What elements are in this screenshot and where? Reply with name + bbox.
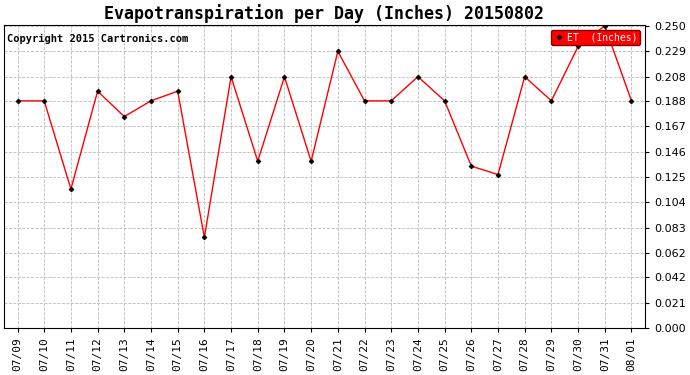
Line: ET  (Inches): ET (Inches) xyxy=(16,24,633,239)
ET  (Inches) xyxy=(120,114,128,119)
Title: Evapotranspiration per Day (Inches) 20150802: Evapotranspiration per Day (Inches) 2015… xyxy=(104,4,544,23)
ET  (Inches) xyxy=(520,74,529,79)
Legend: ET  (Inches): ET (Inches) xyxy=(551,30,640,45)
ET  (Inches) xyxy=(387,99,395,103)
ET  (Inches) xyxy=(440,99,449,103)
ET  (Inches) xyxy=(173,89,181,93)
ET  (Inches) xyxy=(600,24,609,28)
ET  (Inches) xyxy=(360,99,368,103)
ET  (Inches) xyxy=(414,74,422,79)
ET  (Inches) xyxy=(494,172,502,177)
ET  (Inches) xyxy=(334,49,342,54)
ET  (Inches) xyxy=(627,99,635,103)
ET  (Inches) xyxy=(547,99,555,103)
ET  (Inches) xyxy=(93,89,101,93)
ET  (Inches) xyxy=(200,235,208,240)
ET  (Inches) xyxy=(280,74,288,79)
ET  (Inches) xyxy=(13,99,21,103)
ET  (Inches) xyxy=(307,159,315,164)
Text: Copyright 2015 Cartronics.com: Copyright 2015 Cartronics.com xyxy=(8,34,188,44)
ET  (Inches) xyxy=(467,164,475,168)
ET  (Inches) xyxy=(40,99,48,103)
ET  (Inches) xyxy=(147,99,155,103)
ET  (Inches) xyxy=(254,159,262,164)
ET  (Inches) xyxy=(574,44,582,49)
ET  (Inches) xyxy=(67,187,75,191)
ET  (Inches) xyxy=(227,74,235,79)
